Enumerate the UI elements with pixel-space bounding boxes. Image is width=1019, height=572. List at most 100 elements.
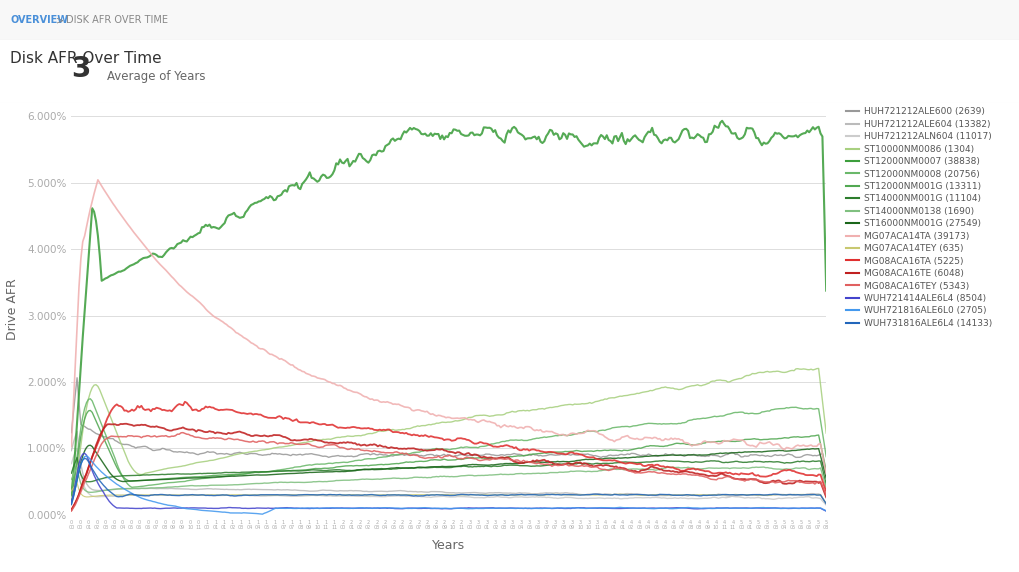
Legend: HUH721212ALE600 (2639), HUH721212ALE604 (13382), HUH721212ALN604 (11017), ST1000: HUH721212ALE600 (2639), HUH721212ALE604 … bbox=[845, 108, 991, 328]
ST10000NM0086 (1304) bbox=[65, 496, 77, 503]
MG08ACA16TEY (5343) bbox=[541, 460, 553, 467]
HUH721212ALN604 (11017) bbox=[71, 445, 84, 452]
HUH721212ALE604 (13382) bbox=[615, 491, 628, 498]
MG08ACA16TA (5225) bbox=[819, 488, 832, 495]
WUH721414ALE6L4 (8504) bbox=[611, 505, 624, 512]
ST14000NM001G (11104) bbox=[71, 454, 84, 461]
Text: Average of Years: Average of Years bbox=[107, 70, 206, 83]
WUH721414ALE6L4 (8504) bbox=[78, 450, 91, 456]
ST16000NM001G (27549) bbox=[366, 466, 378, 473]
ST14000NM0138 (1690) bbox=[313, 478, 325, 485]
ST12000NM001G (13311) bbox=[313, 465, 325, 472]
Line: ST12000NM0008 (20756): ST12000NM0008 (20756) bbox=[71, 399, 825, 494]
MG07ACA14TEY (635) bbox=[611, 491, 624, 498]
MG08ACA16TEY (5343) bbox=[611, 464, 624, 471]
MG07ACA14TA (39173) bbox=[366, 395, 378, 402]
ST14000NM0138 (1690) bbox=[366, 476, 378, 483]
HUH721212ALE600 (2639) bbox=[158, 445, 170, 452]
Line: ST12000NM001G (13311): ST12000NM001G (13311) bbox=[71, 411, 825, 496]
Text: 3: 3 bbox=[71, 55, 91, 83]
ST12000NM0007 (38838) bbox=[311, 178, 323, 185]
ST12000NM0008 (20756) bbox=[65, 490, 77, 497]
Y-axis label: Drive AFR: Drive AFR bbox=[6, 278, 18, 340]
ST12000NM0008 (20756) bbox=[313, 461, 325, 468]
ST14000NM0138 (1690) bbox=[819, 484, 832, 491]
MG08ACA16TE (6048) bbox=[65, 507, 77, 514]
ST12000NM001G (13311) bbox=[541, 450, 553, 456]
X-axis label: Years: Years bbox=[432, 539, 465, 552]
ST14000NM001G (11104) bbox=[366, 466, 378, 472]
Line: WUH721816ALE6L0 (2705): WUH721816ALE6L0 (2705) bbox=[71, 456, 825, 514]
ST12000NM0008 (20756) bbox=[611, 424, 624, 431]
ST14000NM0138 (1690) bbox=[611, 466, 624, 473]
MG08ACA16TE (6048) bbox=[120, 420, 132, 427]
HUH721212ALE604 (13382) bbox=[313, 487, 325, 494]
MG07ACA14TEY (635) bbox=[65, 487, 77, 494]
MG07ACA14TA (39173) bbox=[541, 428, 553, 435]
ST12000NM0008 (20756) bbox=[615, 423, 628, 430]
WUH721816ALE6L0 (2705) bbox=[81, 452, 93, 459]
WUH721816ALE6L0 (2705) bbox=[819, 507, 832, 514]
ST14000NM001G (11104) bbox=[65, 470, 77, 476]
ST12000NM001G (13311) bbox=[611, 447, 624, 454]
HUH721212ALE604 (13382) bbox=[71, 428, 84, 435]
WUH721816ALE6L0 (2705) bbox=[618, 505, 630, 511]
Text: DISK AFR OVER TIME: DISK AFR OVER TIME bbox=[66, 15, 168, 25]
MG08ACA16TA (5225) bbox=[65, 506, 77, 513]
ST12000NM0007 (38838) bbox=[65, 490, 77, 497]
ST16000NM001G (27549) bbox=[65, 499, 77, 506]
ST12000NM0008 (20756) bbox=[85, 395, 97, 402]
MG08ACA16TEY (5343) bbox=[819, 492, 832, 499]
MG08ACA16TEY (5343) bbox=[366, 448, 378, 455]
MG07ACA14TEY (635) bbox=[366, 491, 378, 498]
ST14000NM001G (11104) bbox=[611, 459, 624, 466]
HUH721212ALE600 (2639) bbox=[366, 451, 378, 458]
WUH721414ALE6L4 (8504) bbox=[541, 505, 553, 512]
ST12000NM001G (13311) bbox=[65, 492, 77, 499]
WUH721414ALE6L4 (8504) bbox=[158, 505, 170, 512]
Text: >: > bbox=[56, 15, 64, 25]
HUH721212ALN604 (11017) bbox=[615, 495, 628, 502]
WUH731816ALE6L4 (14133) bbox=[611, 491, 624, 498]
MG07ACA14TEY (635) bbox=[615, 491, 628, 498]
ST10000NM0086 (1304) bbox=[364, 430, 376, 437]
MG08ACA16TEY (5343) bbox=[313, 444, 325, 451]
ST12000NM0008 (20756) bbox=[819, 453, 832, 460]
Line: ST12000NM0007 (38838): ST12000NM0007 (38838) bbox=[71, 121, 825, 494]
Line: MG07ACA14TA (39173): MG07ACA14TA (39173) bbox=[71, 180, 825, 474]
MG07ACA14TEY (635) bbox=[158, 491, 170, 498]
MG08ACA16TA (5225) bbox=[366, 426, 378, 432]
MG07ACA14TA (39173) bbox=[92, 176, 104, 183]
ST12000NM0007 (38838) bbox=[540, 133, 552, 140]
MG07ACA14TA (39173) bbox=[313, 375, 325, 382]
ST12000NM001G (13311) bbox=[366, 462, 378, 468]
ST14000NM001G (11104) bbox=[819, 481, 832, 488]
WUH721816ALE6L0 (2705) bbox=[315, 505, 327, 512]
WUH721414ALE6L4 (8504) bbox=[615, 505, 628, 512]
ST12000NM0007 (38838) bbox=[819, 287, 832, 294]
ST10000NM0086 (1304) bbox=[819, 430, 832, 436]
ST12000NM0007 (38838) bbox=[364, 157, 376, 164]
HUH721212ALE600 (2639) bbox=[615, 451, 628, 458]
ST14000NM0138 (1690) bbox=[85, 489, 97, 496]
ST14000NM0138 (1690) bbox=[65, 476, 77, 483]
Line: MG07ACA14TEY (635): MG07ACA14TEY (635) bbox=[71, 483, 825, 503]
ST12000NM001G (13311) bbox=[85, 407, 97, 414]
HUH721212ALE604 (13382) bbox=[366, 488, 378, 495]
ST10000NM0086 (1304) bbox=[812, 365, 824, 372]
WUH721816ALE6L0 (2705) bbox=[256, 511, 268, 518]
ST10000NM0086 (1304) bbox=[540, 405, 552, 412]
ST10000NM0086 (1304) bbox=[311, 436, 323, 443]
ST16000NM001G (27549) bbox=[611, 455, 624, 462]
HUH721212ALE604 (13382) bbox=[158, 485, 170, 492]
HUH721212ALN604 (11017) bbox=[158, 491, 170, 498]
MG08ACA16TA (5225) bbox=[611, 458, 624, 465]
Line: MG08ACA16TE (6048): MG08ACA16TE (6048) bbox=[71, 424, 825, 510]
HUH721212ALE600 (2639) bbox=[71, 374, 84, 381]
ST14000NM0138 (1690) bbox=[541, 470, 553, 476]
MG08ACA16TE (6048) bbox=[313, 437, 325, 444]
ST16000NM001G (27549) bbox=[541, 459, 553, 466]
WUH721414ALE6L4 (8504) bbox=[366, 505, 378, 512]
MG08ACA16TE (6048) bbox=[615, 464, 628, 471]
HUH721212ALE604 (13382) bbox=[541, 490, 553, 496]
